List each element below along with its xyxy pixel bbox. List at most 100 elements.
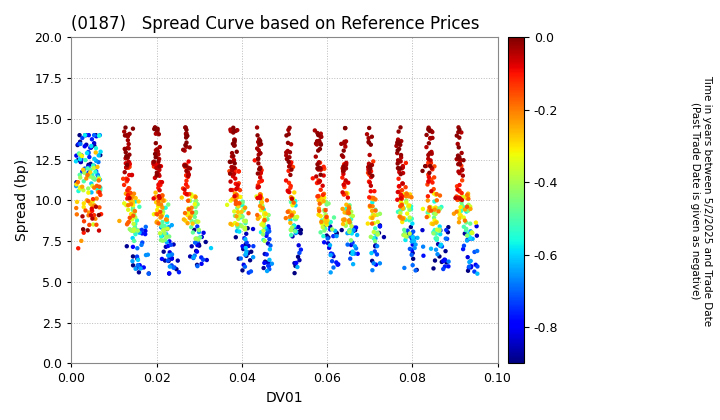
- Point: [339, 163, 351, 170]
- Point: [88, 163, 99, 169]
- Point: [393, 140, 405, 147]
- Point: [243, 243, 254, 249]
- Point: [462, 196, 474, 202]
- Point: [127, 262, 139, 269]
- Point: [469, 249, 480, 255]
- Point: [230, 213, 242, 220]
- Point: [258, 220, 269, 226]
- Point: [397, 201, 408, 208]
- Point: [230, 165, 241, 172]
- Point: [320, 216, 331, 223]
- Point: [193, 229, 204, 236]
- Point: [433, 227, 445, 234]
- Point: [91, 158, 102, 164]
- Point: [225, 178, 236, 185]
- Point: [395, 199, 407, 205]
- Point: [456, 177, 468, 184]
- Point: [237, 199, 248, 206]
- Point: [181, 177, 192, 184]
- Point: [155, 214, 166, 221]
- Point: [315, 160, 326, 166]
- Point: [461, 207, 472, 214]
- Point: [343, 217, 355, 224]
- Point: [161, 213, 173, 220]
- Point: [408, 234, 419, 241]
- Point: [259, 210, 271, 216]
- Point: [182, 191, 194, 198]
- Point: [253, 147, 264, 154]
- Point: [364, 194, 375, 201]
- Point: [151, 169, 163, 176]
- Point: [340, 177, 351, 184]
- Point: [205, 245, 217, 252]
- Point: [289, 270, 300, 276]
- Point: [232, 182, 243, 189]
- Point: [143, 270, 155, 277]
- Point: [364, 179, 376, 186]
- Point: [148, 126, 160, 132]
- Point: [94, 132, 106, 139]
- Point: [369, 196, 381, 203]
- Point: [404, 214, 415, 221]
- Point: [179, 142, 191, 149]
- Point: [252, 215, 264, 222]
- Point: [456, 207, 467, 214]
- Point: [464, 203, 476, 210]
- Point: [163, 252, 174, 259]
- Point: [154, 178, 166, 185]
- Point: [163, 252, 175, 259]
- Point: [393, 146, 405, 152]
- Point: [255, 193, 266, 200]
- Point: [153, 220, 164, 227]
- Point: [341, 138, 352, 145]
- Point: [151, 172, 163, 179]
- Point: [92, 186, 104, 193]
- Point: [122, 176, 133, 183]
- Point: [78, 200, 89, 207]
- Point: [453, 208, 464, 215]
- Point: [256, 195, 268, 202]
- Point: [343, 205, 355, 211]
- Point: [440, 248, 451, 255]
- Point: [238, 218, 250, 224]
- Point: [400, 190, 412, 197]
- Point: [318, 163, 330, 170]
- Point: [129, 224, 140, 231]
- Point: [81, 132, 92, 139]
- Point: [228, 140, 239, 147]
- Point: [71, 181, 82, 188]
- Point: [181, 131, 192, 138]
- Point: [184, 215, 195, 221]
- Point: [230, 190, 241, 197]
- Point: [282, 188, 294, 195]
- Point: [425, 157, 436, 164]
- Point: [225, 171, 236, 177]
- Point: [78, 178, 89, 184]
- Point: [225, 128, 237, 134]
- Point: [322, 217, 333, 224]
- Point: [401, 190, 413, 197]
- Point: [153, 151, 164, 158]
- Point: [396, 195, 408, 202]
- Point: [76, 237, 87, 244]
- Point: [159, 236, 171, 243]
- Point: [130, 231, 141, 238]
- Point: [163, 238, 175, 245]
- Point: [282, 139, 294, 146]
- Point: [123, 145, 135, 152]
- Point: [229, 213, 240, 219]
- Point: [133, 269, 145, 276]
- Point: [458, 214, 469, 221]
- Point: [140, 252, 152, 258]
- Point: [443, 224, 454, 231]
- Point: [462, 203, 473, 210]
- Point: [179, 124, 191, 131]
- Point: [71, 199, 83, 205]
- Point: [315, 166, 327, 173]
- Point: [347, 228, 359, 235]
- Point: [408, 228, 419, 235]
- Point: [338, 182, 350, 189]
- Point: [251, 124, 263, 131]
- Point: [458, 204, 469, 211]
- Point: [455, 212, 467, 219]
